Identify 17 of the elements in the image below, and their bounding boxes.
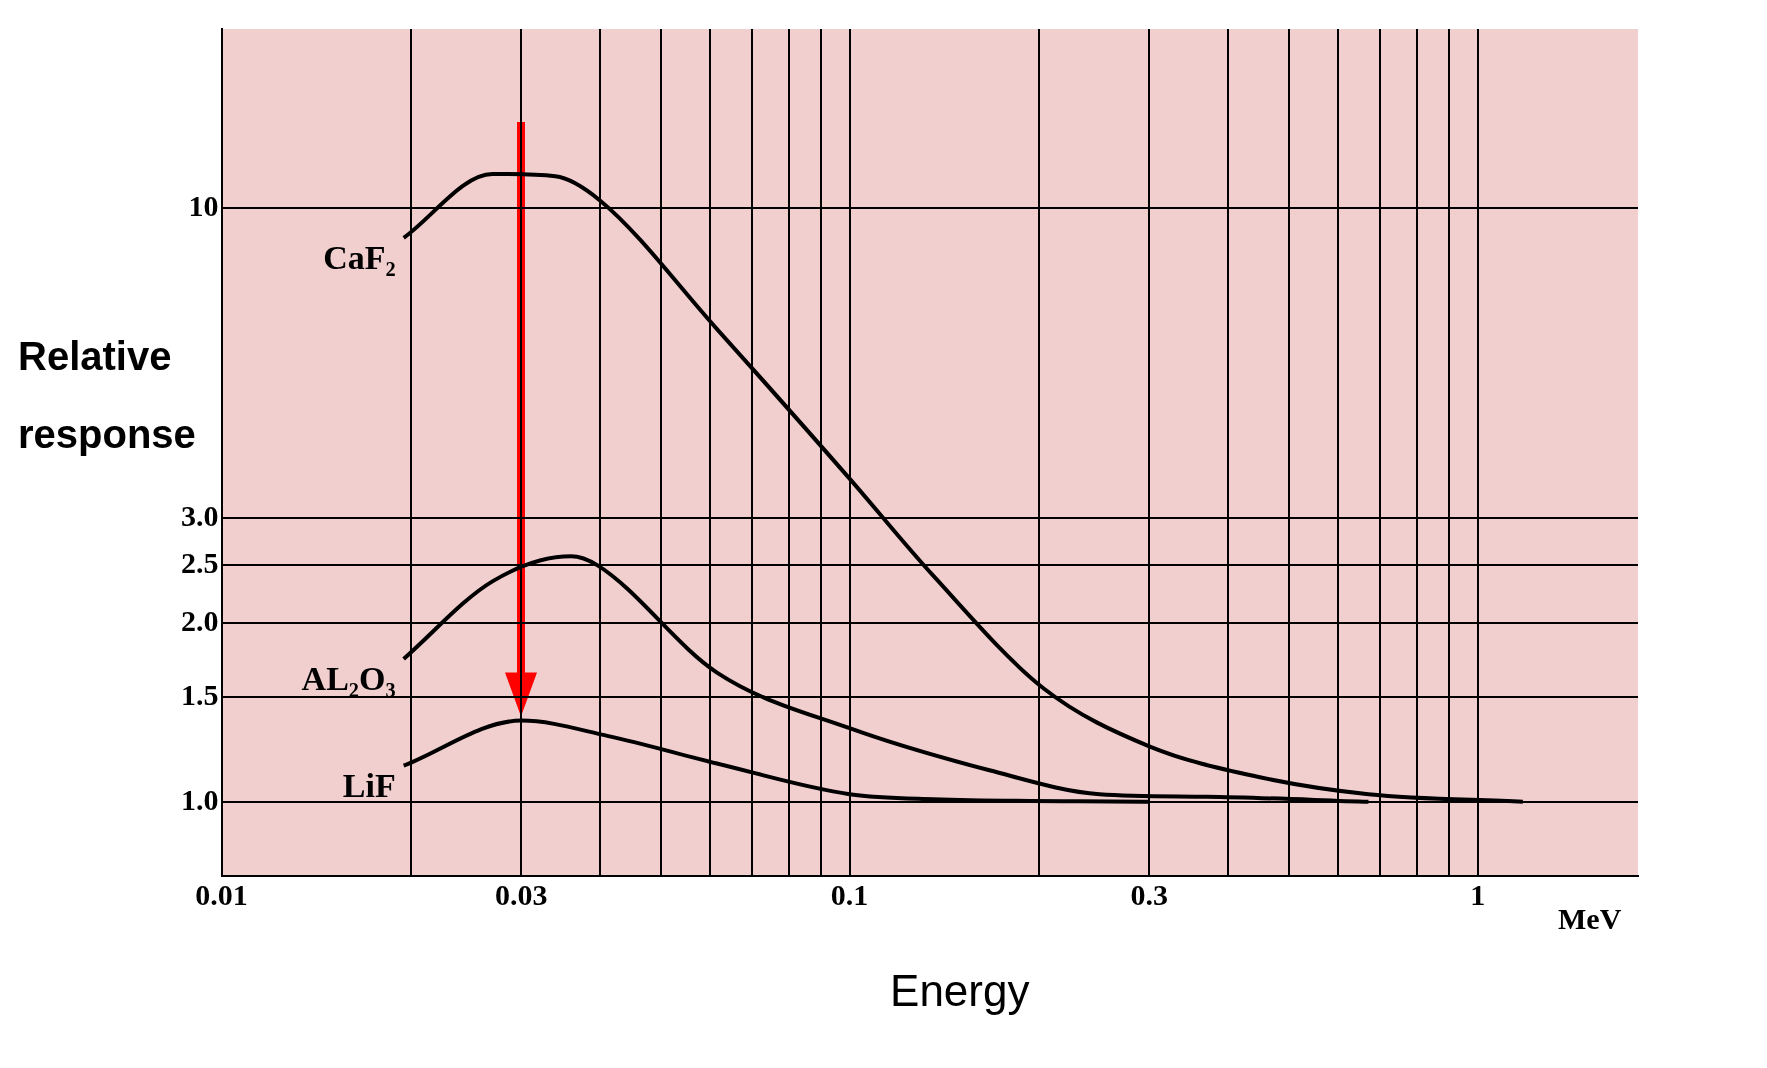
x-axis-title: Energy [890, 966, 1030, 1016]
x-tick-label: 0.03 [494, 877, 548, 911]
y-axis-title: Relative response [18, 334, 196, 457]
x-tick-label: 0.1 [830, 877, 869, 911]
y-tick-label: 1.0 [181, 782, 219, 816]
x-tick-label: 0.3 [1130, 877, 1169, 911]
x-tick-label: 0.01 [195, 877, 248, 911]
series-label: LiF [342, 766, 396, 804]
text: MeV [1558, 901, 1622, 935]
y-tick-label: 10 [188, 188, 219, 222]
series-label: CaF₂ [323, 238, 396, 276]
y-tick-label: 2.5 [181, 546, 219, 580]
y-tick-label: 2.0 [181, 603, 219, 637]
series-label: AL₂O₃ [301, 659, 396, 697]
x-tick-label: 1 [1470, 877, 1486, 911]
y-tick-label: 3.0 [181, 499, 219, 533]
y-tick-label: 1.5 [181, 677, 219, 711]
